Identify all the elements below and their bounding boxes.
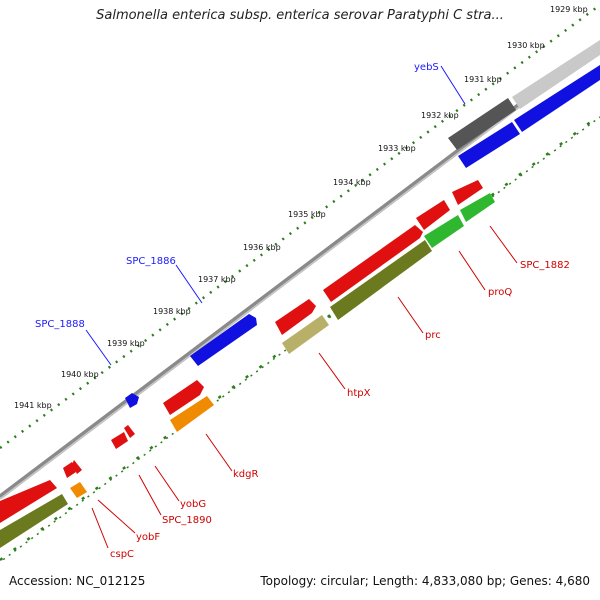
gene-label-SPC_1888[interactable]: SPC_1888	[35, 319, 85, 330]
orange-feature-1[interactable]	[170, 396, 214, 432]
outer-tick-dots	[0, 3, 600, 450]
accession-text: Accession: NC_012125	[9, 574, 146, 588]
reverse-strand-features	[0, 180, 483, 523]
map-title: Salmonella enterica subsp. enterica sero…	[96, 8, 504, 23]
tick-label-1930: 1930 kbp	[507, 41, 545, 50]
tick-label-1934: 1934 kbp	[333, 178, 371, 187]
tick-label-1933: 1933 kbp	[378, 144, 416, 153]
gene-SPC_1886-arrow[interactable]	[190, 314, 257, 366]
leader-yebS	[440, 65, 466, 105]
leader-kdgR	[205, 433, 233, 472]
gene-labels: yebS SPC_1886 SPC_1888 SPC_1882 proQ prc…	[35, 62, 570, 560]
leader-SPC_1882	[489, 225, 518, 264]
tick-label-1941: 1941 kbp	[14, 401, 52, 410]
tick-label-1935: 1935 kbp	[288, 210, 326, 219]
inner-tick-dots	[0, 116, 600, 563]
feature-track	[0, 193, 495, 548]
gene-label-kdgR[interactable]: kdgR	[233, 469, 258, 480]
tick-label-1929: 1929 kbp	[550, 5, 588, 14]
orange-feature-2[interactable]	[70, 482, 87, 498]
olive-feature-main[interactable]	[330, 240, 432, 320]
topology-text: Topology: circular; Length: 4,833,080 bp…	[260, 574, 590, 588]
gene-label-SPC_1886[interactable]: SPC_1886	[126, 256, 176, 267]
gene-label-SPC_1890[interactable]: SPC_1890	[162, 515, 212, 526]
olive-feature-light[interactable]	[282, 315, 329, 354]
gray-feature-dark[interactable]	[448, 98, 516, 150]
green-feature-2[interactable]	[424, 215, 464, 248]
leader-SPC_1888	[85, 329, 112, 366]
tick-label-1938: 1938 kbp	[153, 307, 191, 316]
gene-label-cspC[interactable]: cspC	[110, 549, 134, 560]
backbone-outer-highlight	[0, 45, 600, 500]
tick-labels: 1929 kbp 1930 kbp 1931 kbp 1932 kbp 1933…	[14, 5, 588, 410]
gene-label-SPC_1882[interactable]: SPC_1882	[520, 260, 570, 271]
gene-prc-arrow[interactable]	[323, 225, 423, 302]
leader-cspC	[91, 507, 109, 549]
gene-label-yobG[interactable]: yobG	[180, 499, 206, 510]
leader-yobG	[154, 465, 180, 502]
leader-proQ	[458, 250, 486, 291]
label-leader-lines	[85, 65, 518, 549]
gene-yobF-arrow[interactable]	[72, 460, 82, 474]
inner-tick-ring	[0, 113, 600, 563]
tick-label-1939: 1939 kbp	[107, 339, 145, 348]
red-feature-left[interactable]	[0, 480, 57, 523]
leader-SPC_1886	[175, 264, 203, 304]
gene-label-yobF[interactable]: yobF	[136, 532, 160, 543]
olive-feature-left[interactable]	[0, 494, 68, 548]
leader-SPC_1890	[138, 474, 162, 516]
gene-SPC_1888-arrow[interactable]	[125, 393, 139, 408]
gray-feature-light[interactable]	[512, 40, 600, 109]
green-feature-1[interactable]	[460, 193, 495, 222]
gene-yebS-arrow-segment[interactable]	[458, 122, 520, 168]
leader-prc	[397, 296, 424, 334]
gene-yebS-arrow[interactable]	[514, 65, 600, 132]
gene-proQ-arrow[interactable]	[416, 200, 450, 230]
gene-label-htpX[interactable]: htpX	[347, 388, 371, 399]
tick-label-1931: 1931 kbp	[464, 75, 502, 84]
gene-kdgR-arrow[interactable]	[163, 380, 204, 415]
leader-htpX	[318, 352, 346, 390]
tick-label-1940: 1940 kbp	[61, 370, 99, 379]
leader-yobF	[97, 499, 136, 534]
gene-yobG-arrow[interactable]	[124, 425, 135, 438]
tick-label-1937: 1937 kbp	[198, 275, 236, 284]
tick-label-1936: 1936 kbp	[243, 243, 281, 252]
tick-label-1932: 1932 kbp	[421, 111, 459, 120]
gene-SPC_1890-arrow[interactable]	[111, 432, 128, 449]
gene-label-prc[interactable]: prc	[425, 330, 441, 341]
forward-strand-features	[125, 40, 600, 408]
gene-label-proQ[interactable]: proQ	[488, 287, 512, 298]
outer-tick-ring	[0, 3, 600, 450]
gene-label-yebS[interactable]: yebS	[414, 62, 439, 73]
gene-htpX-arrow[interactable]	[275, 299, 316, 335]
gene-SPC_1882-arrow[interactable]	[452, 180, 483, 205]
gene-cspC-arrow[interactable]	[63, 462, 76, 478]
